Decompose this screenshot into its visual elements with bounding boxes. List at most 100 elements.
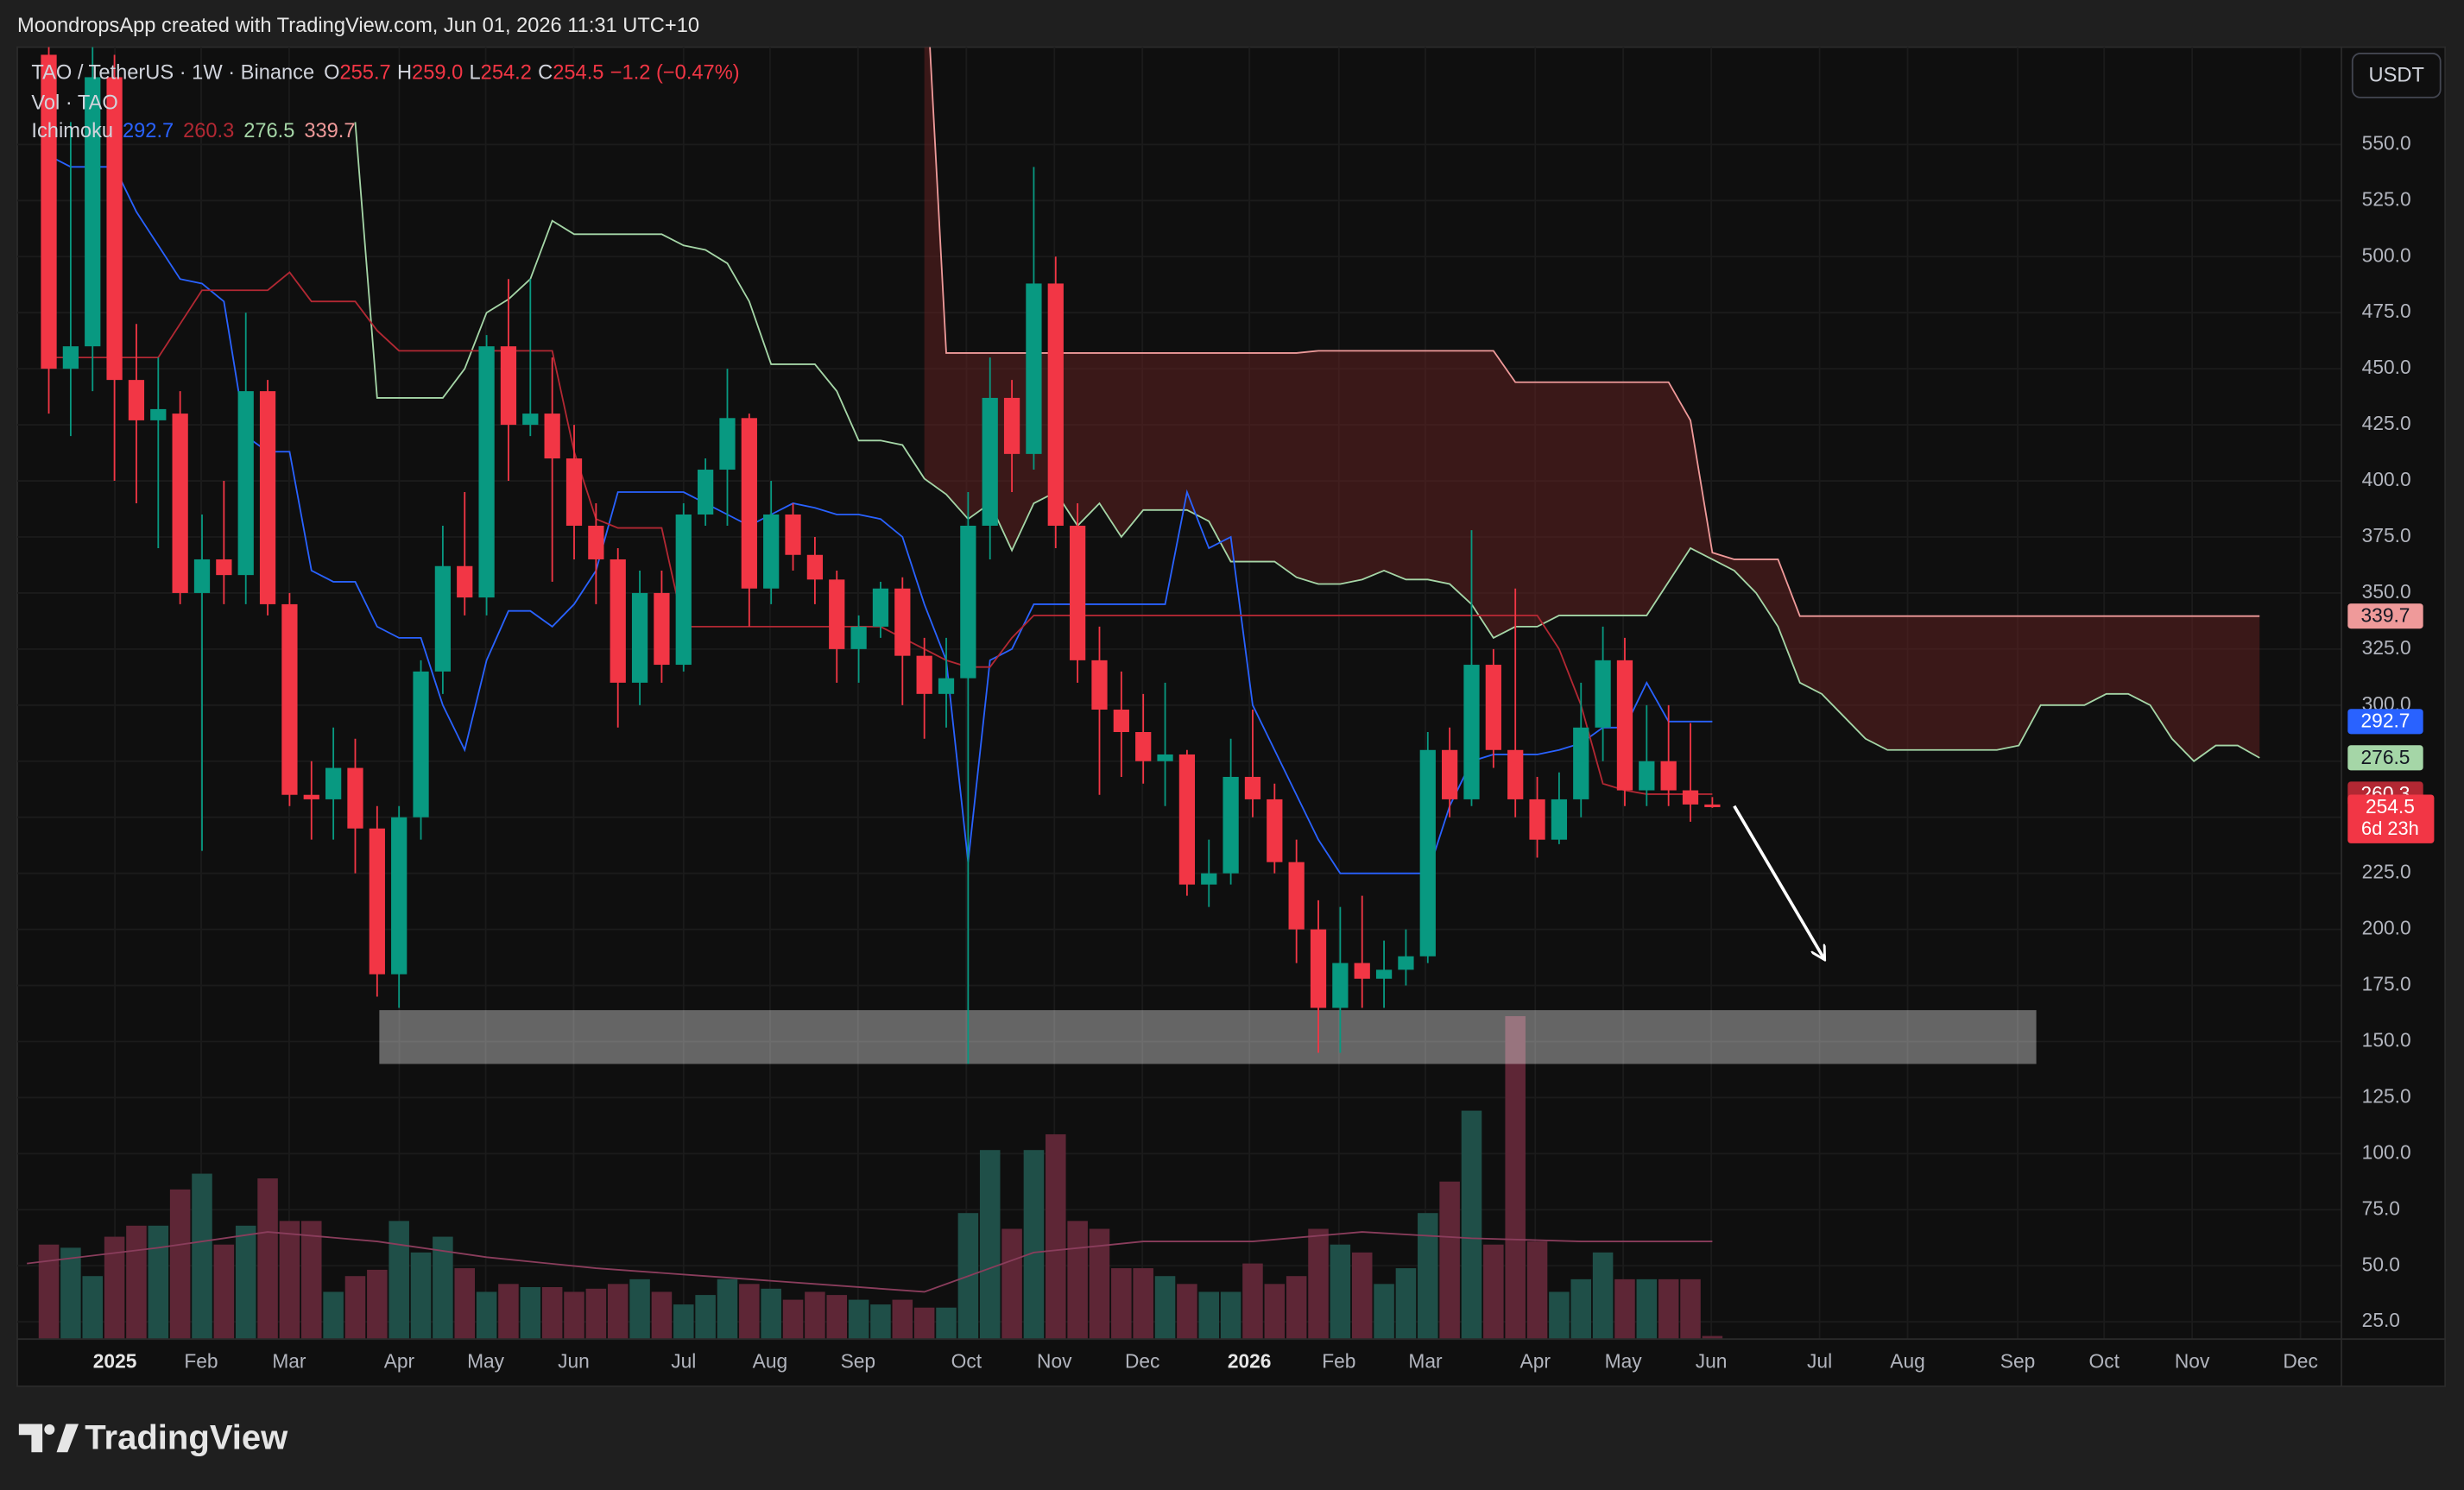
x-tick-label: Oct — [951, 1350, 982, 1373]
x-tick-label: Oct — [2088, 1350, 2120, 1373]
candle-body — [1573, 727, 1589, 799]
candles — [41, 47, 1721, 1064]
candle-body — [610, 559, 626, 683]
volume-bar — [913, 1307, 935, 1340]
volume-bar — [629, 1278, 650, 1340]
volume-bar — [126, 1225, 147, 1340]
y-tick-label: 175.0 — [2362, 973, 2411, 995]
candle-body — [1047, 283, 1064, 526]
volume-bar — [301, 1221, 322, 1340]
brand-name: TradingView — [85, 1418, 288, 1456]
volume-bar — [892, 1299, 913, 1340]
candle-body — [1442, 749, 1458, 799]
candle-body — [1201, 873, 1217, 885]
readout-label: H — [397, 62, 412, 85]
candle-body — [1616, 660, 1633, 791]
price-badge-label: 292.7 — [2361, 710, 2410, 732]
currency-button-frame[interactable] — [2351, 52, 2442, 98]
candle-body — [1682, 790, 1699, 805]
volume-bar — [213, 1244, 235, 1340]
candle-body — [1332, 963, 1349, 1008]
volume-bar — [410, 1252, 432, 1340]
volume-bar — [870, 1304, 891, 1340]
volume-bar — [1636, 1278, 1658, 1340]
volume-bar — [1592, 1252, 1614, 1340]
volume-bar — [1242, 1263, 1263, 1340]
candle-body — [806, 554, 824, 580]
volume-bar — [761, 1288, 781, 1340]
readout-value: 254.5 — [553, 62, 603, 85]
candle-body — [1178, 754, 1196, 885]
y-tick-label: 50.0 — [2362, 1253, 2400, 1275]
volume-bar — [1286, 1276, 1307, 1340]
candle-body — [41, 54, 57, 369]
volume-bar — [257, 1178, 278, 1340]
candle-body — [719, 418, 736, 470]
volume-bar — [38, 1244, 60, 1340]
readout-label: C — [538, 62, 553, 85]
candle-body — [916, 655, 932, 694]
x-tick-label: 2026 — [1228, 1350, 1272, 1373]
volume-bar — [1067, 1221, 1088, 1340]
price-badge — [2347, 745, 2423, 771]
readout-label: O — [324, 62, 339, 85]
price-badge-label: 339.7 — [2361, 604, 2410, 627]
candle-body — [369, 828, 385, 975]
candle-body — [1244, 776, 1261, 799]
y-tick-label: 325.0 — [2362, 636, 2411, 659]
candle-body — [829, 579, 845, 649]
y-tick-label: 525.0 — [2362, 187, 2411, 210]
candle-body — [1595, 660, 1611, 728]
candle-body — [1267, 799, 1283, 862]
volume-bar — [1680, 1278, 1701, 1340]
volume-bar — [323, 1291, 344, 1340]
y-tick-label: 150.0 — [2362, 1029, 2411, 1051]
x-tick-label: Apr — [384, 1350, 415, 1373]
volume-bar — [739, 1284, 760, 1340]
x-tick-label: Aug — [1890, 1350, 1924, 1373]
volume-bar — [433, 1236, 453, 1340]
volume-bar — [520, 1286, 541, 1340]
volume-bar — [1702, 1335, 1723, 1340]
indicator-title: Ichimoku — [31, 120, 113, 142]
volume-bar — [936, 1307, 957, 1340]
candle-body — [457, 565, 473, 598]
volume-bar — [1526, 1241, 1548, 1340]
volume-bar — [564, 1291, 584, 1340]
volume-bar — [235, 1225, 256, 1340]
volume-bar — [454, 1268, 476, 1340]
volume-bar — [541, 1286, 563, 1340]
volume-bar — [1461, 1110, 1482, 1340]
x-tick-label: Dec — [2283, 1350, 2317, 1373]
x-tick-label: Jul — [1807, 1350, 1832, 1373]
volume-bar — [1418, 1213, 1438, 1340]
y-tick-label: 75.0 — [2362, 1196, 2400, 1219]
volume-bar — [1154, 1276, 1176, 1340]
lead-b-line — [929, 47, 2260, 617]
candle-body — [391, 817, 408, 975]
volume-bar — [148, 1225, 169, 1340]
legend: TAO / TetherUS · 1W · Binance O255.7 H259.… — [31, 62, 739, 142]
volume-bar — [848, 1299, 869, 1340]
x-tick-label: Jun — [558, 1350, 590, 1373]
volume-bar — [1351, 1252, 1373, 1340]
volume-title: Vol · TAO — [31, 92, 117, 114]
candle-body — [522, 414, 539, 426]
volume-bar — [476, 1291, 497, 1340]
volume-bar — [1439, 1181, 1460, 1340]
candle-body — [413, 671, 429, 818]
candle-body — [565, 458, 583, 526]
volume-bar — [1220, 1291, 1241, 1340]
candle-body — [1354, 963, 1370, 979]
price-badge-label: 276.5 — [2361, 746, 2410, 768]
x-tick-label: Feb — [184, 1350, 218, 1373]
volume-bar — [1374, 1284, 1394, 1340]
volume-bar — [1395, 1268, 1417, 1340]
currency-button[interactable]: USDT — [2351, 52, 2442, 98]
y-tick-label: 350.0 — [2362, 580, 2411, 603]
candle-body — [478, 346, 495, 598]
volume-bar — [651, 1291, 673, 1340]
axes: 25.0 50.0 75.0 100.0 125.0 150.0 175.0 200.0 225… — [93, 131, 2435, 1373]
currency-label[interactable]: USDT — [2369, 65, 2424, 87]
